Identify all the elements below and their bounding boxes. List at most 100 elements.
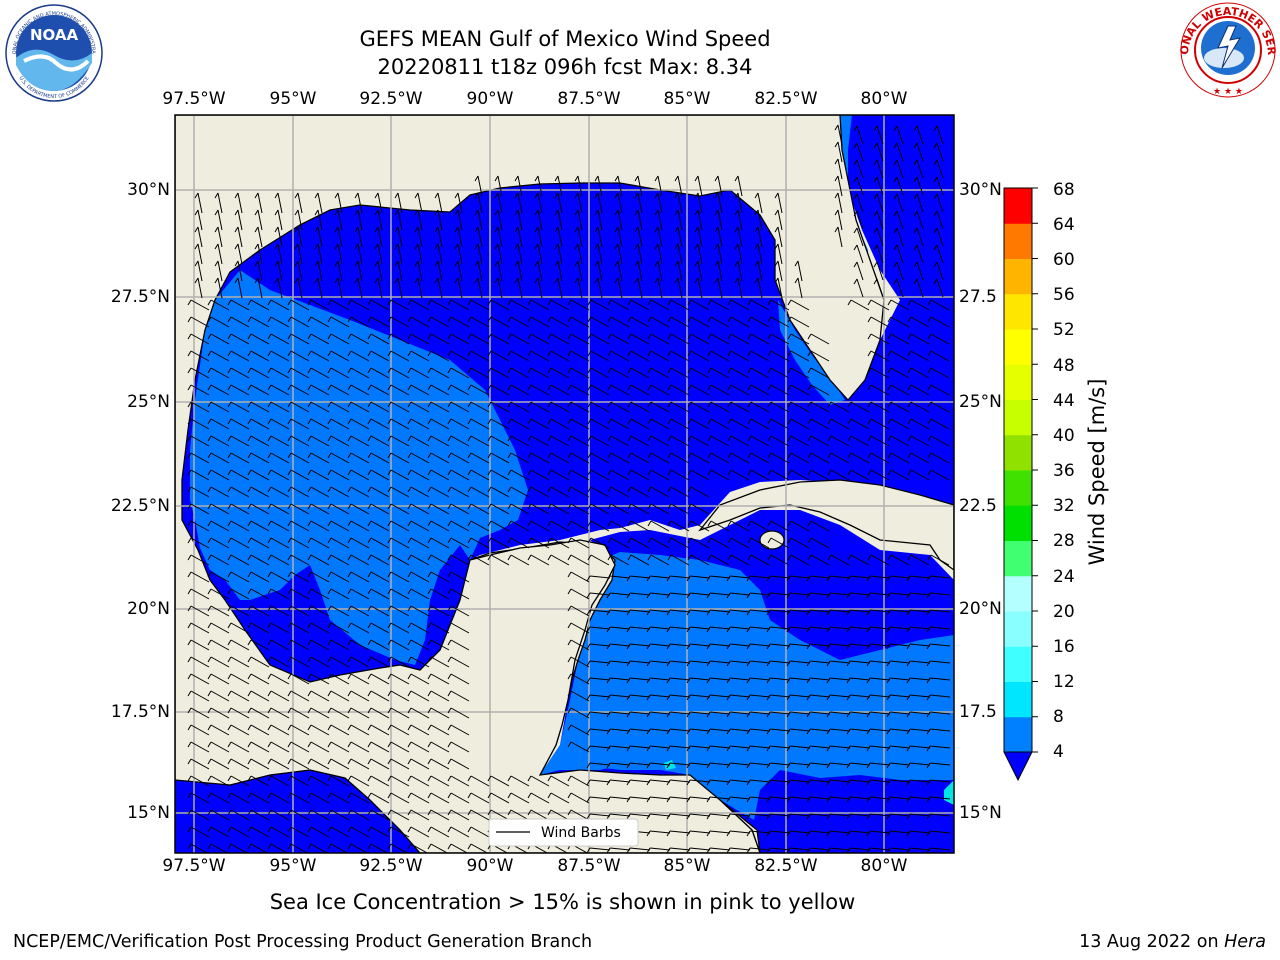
wind-barb xyxy=(447,435,470,447)
wind-barb xyxy=(907,469,930,481)
wind-barb xyxy=(214,209,223,231)
wind-barb xyxy=(774,277,783,299)
wind-barb xyxy=(887,299,910,311)
wind-barb xyxy=(766,728,791,735)
wind-barb xyxy=(207,554,230,566)
wind-barb xyxy=(726,847,751,853)
wind-barb xyxy=(227,486,250,498)
wind-barb xyxy=(207,452,230,464)
wind-barb xyxy=(547,775,570,787)
wind-barb xyxy=(234,243,243,265)
wind-barb xyxy=(913,142,924,162)
wind-barb xyxy=(327,571,350,583)
wind-barb xyxy=(906,694,931,701)
wind-barb xyxy=(187,350,210,362)
wind-barb xyxy=(247,758,270,770)
wind-barb xyxy=(367,826,390,838)
wind-barb xyxy=(687,520,710,532)
wind-barb xyxy=(207,367,230,379)
wind-barb xyxy=(606,592,631,599)
wind-barb xyxy=(867,333,890,345)
wind-barb xyxy=(287,503,310,515)
wind-barb xyxy=(387,401,410,413)
wind-barb xyxy=(367,673,390,685)
wind-barb xyxy=(627,469,650,481)
wind-barb xyxy=(893,278,904,298)
wind-barb xyxy=(746,660,771,667)
wind-barb xyxy=(207,792,230,804)
colorbar-tick: 8 xyxy=(1053,707,1064,727)
wind-barb xyxy=(926,711,951,718)
wind-barb xyxy=(646,643,671,650)
wind-barb xyxy=(214,243,223,265)
wind-barb xyxy=(287,775,310,787)
wind-barb xyxy=(933,261,944,281)
wind-barb xyxy=(887,384,910,396)
wind-barb xyxy=(447,707,470,719)
wind-barb xyxy=(247,452,270,464)
wind-barb xyxy=(567,503,590,515)
wind-barb xyxy=(927,350,950,362)
wind-barb xyxy=(247,571,270,583)
wind-barb xyxy=(893,210,904,230)
wind-barb xyxy=(307,367,330,379)
wind-barb xyxy=(607,350,630,362)
wind-barb xyxy=(806,847,831,853)
wind-barb xyxy=(866,592,891,599)
wind-barb xyxy=(853,244,864,264)
wind-barb xyxy=(247,741,270,753)
wind-barb xyxy=(787,554,810,566)
wind-barb xyxy=(614,192,623,214)
wind-barb xyxy=(686,847,711,853)
wind-barb xyxy=(227,809,250,821)
wind-barb xyxy=(734,226,743,248)
wind-barb xyxy=(727,520,750,532)
wind-barb xyxy=(347,588,370,600)
wind-barb xyxy=(307,622,330,634)
wind-barb xyxy=(786,609,811,616)
wind-barb xyxy=(707,537,730,549)
wind-barb xyxy=(327,792,350,804)
wind-barb xyxy=(707,401,730,413)
lat-tick-left: 27.5°N xyxy=(110,287,170,307)
wind-barb xyxy=(327,350,350,362)
wind-barb xyxy=(407,673,430,685)
wind-barb xyxy=(594,175,603,197)
wind-barb xyxy=(207,503,230,515)
wind-barb xyxy=(467,520,490,532)
wind-barb xyxy=(407,418,430,430)
wind-barb xyxy=(207,622,230,634)
wind-barb xyxy=(767,554,790,566)
wind-barb xyxy=(274,192,283,214)
wind-barb xyxy=(826,830,851,837)
wind-barb xyxy=(307,520,330,532)
wind-barb xyxy=(654,192,663,214)
wind-barb xyxy=(626,762,651,769)
lon-tick-bottom: 80°W xyxy=(860,856,908,876)
nws-logo: NATIONAL WEATHER SERVICE ★ ★ ★ xyxy=(1178,0,1278,98)
wind-barb xyxy=(487,469,510,481)
wind-barb xyxy=(307,554,330,566)
wind-barb xyxy=(886,762,911,769)
wind-barb xyxy=(786,626,811,633)
wind-barb xyxy=(207,741,230,753)
colorbar-tick: 48 xyxy=(1053,356,1075,376)
wind-barb xyxy=(727,350,750,362)
wind-barb xyxy=(846,694,871,701)
wind-barb xyxy=(287,316,310,328)
wind-barb xyxy=(666,813,691,820)
wind-barb xyxy=(606,847,631,853)
wind-barb xyxy=(807,418,830,430)
wind-barb xyxy=(247,435,270,447)
wind-barb xyxy=(447,486,470,498)
wind-barb xyxy=(933,244,944,264)
wind-barb xyxy=(527,503,550,515)
wind-barb xyxy=(467,350,490,362)
wind-barb xyxy=(766,660,791,667)
wind-barb xyxy=(826,626,851,633)
lat-tick-right: 22.5 xyxy=(959,496,997,516)
wind-barb xyxy=(427,503,450,515)
wind-barb xyxy=(807,401,830,413)
wind-barb xyxy=(906,575,931,582)
wind-barb xyxy=(754,243,763,265)
